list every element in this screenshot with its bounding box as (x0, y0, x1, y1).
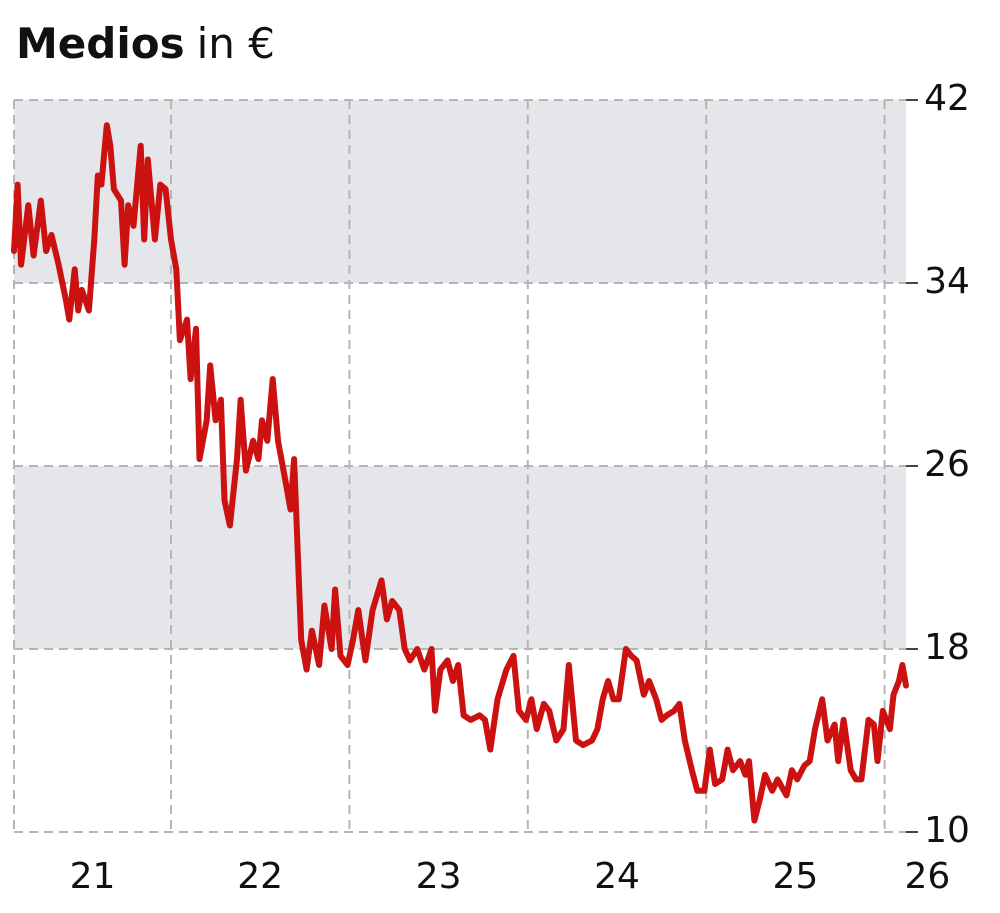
x-tick-label: 26 (905, 856, 951, 897)
y-tick-label: 10 (924, 810, 970, 851)
y-tick-label: 18 (924, 627, 970, 668)
chart-title: Medios in € (16, 19, 275, 68)
x-tick-label: 24 (594, 856, 640, 897)
x-tick-label: 22 (237, 856, 283, 897)
title-unit: in € (197, 19, 275, 68)
x-tick-label: 25 (772, 856, 818, 897)
y-tick-label: 34 (924, 261, 970, 302)
y-tick-label: 42 (924, 78, 970, 119)
labels: 10 18 26 34 42 21 22 23 24 25 26 (70, 78, 970, 897)
bands (14, 100, 906, 649)
price-line (11, 122, 909, 824)
plot (11, 122, 909, 824)
x-tick-label: 23 (416, 856, 462, 897)
x-tick-label: 21 (70, 856, 116, 897)
title-main: Medios (16, 19, 185, 68)
y-tick-label: 26 (924, 444, 970, 485)
band (14, 100, 906, 283)
band (14, 466, 906, 649)
